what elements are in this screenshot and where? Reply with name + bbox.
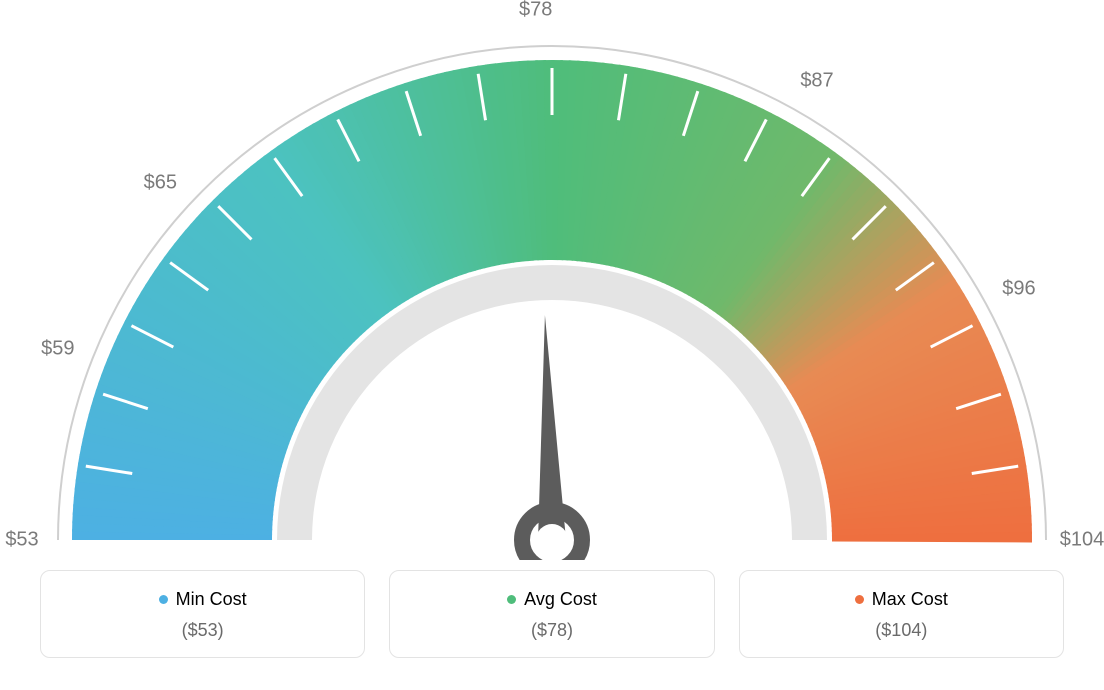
gauge-tick-label: $53 [5, 529, 38, 552]
gauge-svg [0, 0, 1104, 560]
legend-value-max: ($104) [752, 620, 1051, 641]
gauge-tick-label: $104 [1060, 529, 1104, 552]
legend-title-max: Max Cost [855, 589, 948, 610]
legend-title-avg: Avg Cost [507, 589, 597, 610]
legend-title-min: Min Cost [159, 589, 247, 610]
legend-dot-max [855, 595, 864, 604]
legend-title-max-text: Max Cost [872, 589, 948, 610]
legend-title-min-text: Min Cost [176, 589, 247, 610]
legend-value-min: ($53) [53, 620, 352, 641]
gauge-tick-label: $78 [519, 0, 552, 22]
legend-title-avg-text: Avg Cost [524, 589, 597, 610]
gauge-tick-label: $59 [41, 337, 74, 360]
legend-row: Min Cost ($53) Avg Cost ($78) Max Cost (… [0, 570, 1104, 658]
gauge-container: $53 $59 $65 $78 $87 $96 $104 [0, 0, 1104, 560]
legend-card-min: Min Cost ($53) [40, 570, 365, 658]
legend-dot-avg [507, 595, 516, 604]
legend-card-avg: Avg Cost ($78) [389, 570, 714, 658]
gauge-tick-label: $65 [144, 171, 177, 194]
gauge-tick-label: $96 [1002, 278, 1035, 301]
gauge-tick-label: $87 [800, 70, 833, 93]
legend-dot-min [159, 595, 168, 604]
legend-card-max: Max Cost ($104) [739, 570, 1064, 658]
legend-value-avg: ($78) [402, 620, 701, 641]
